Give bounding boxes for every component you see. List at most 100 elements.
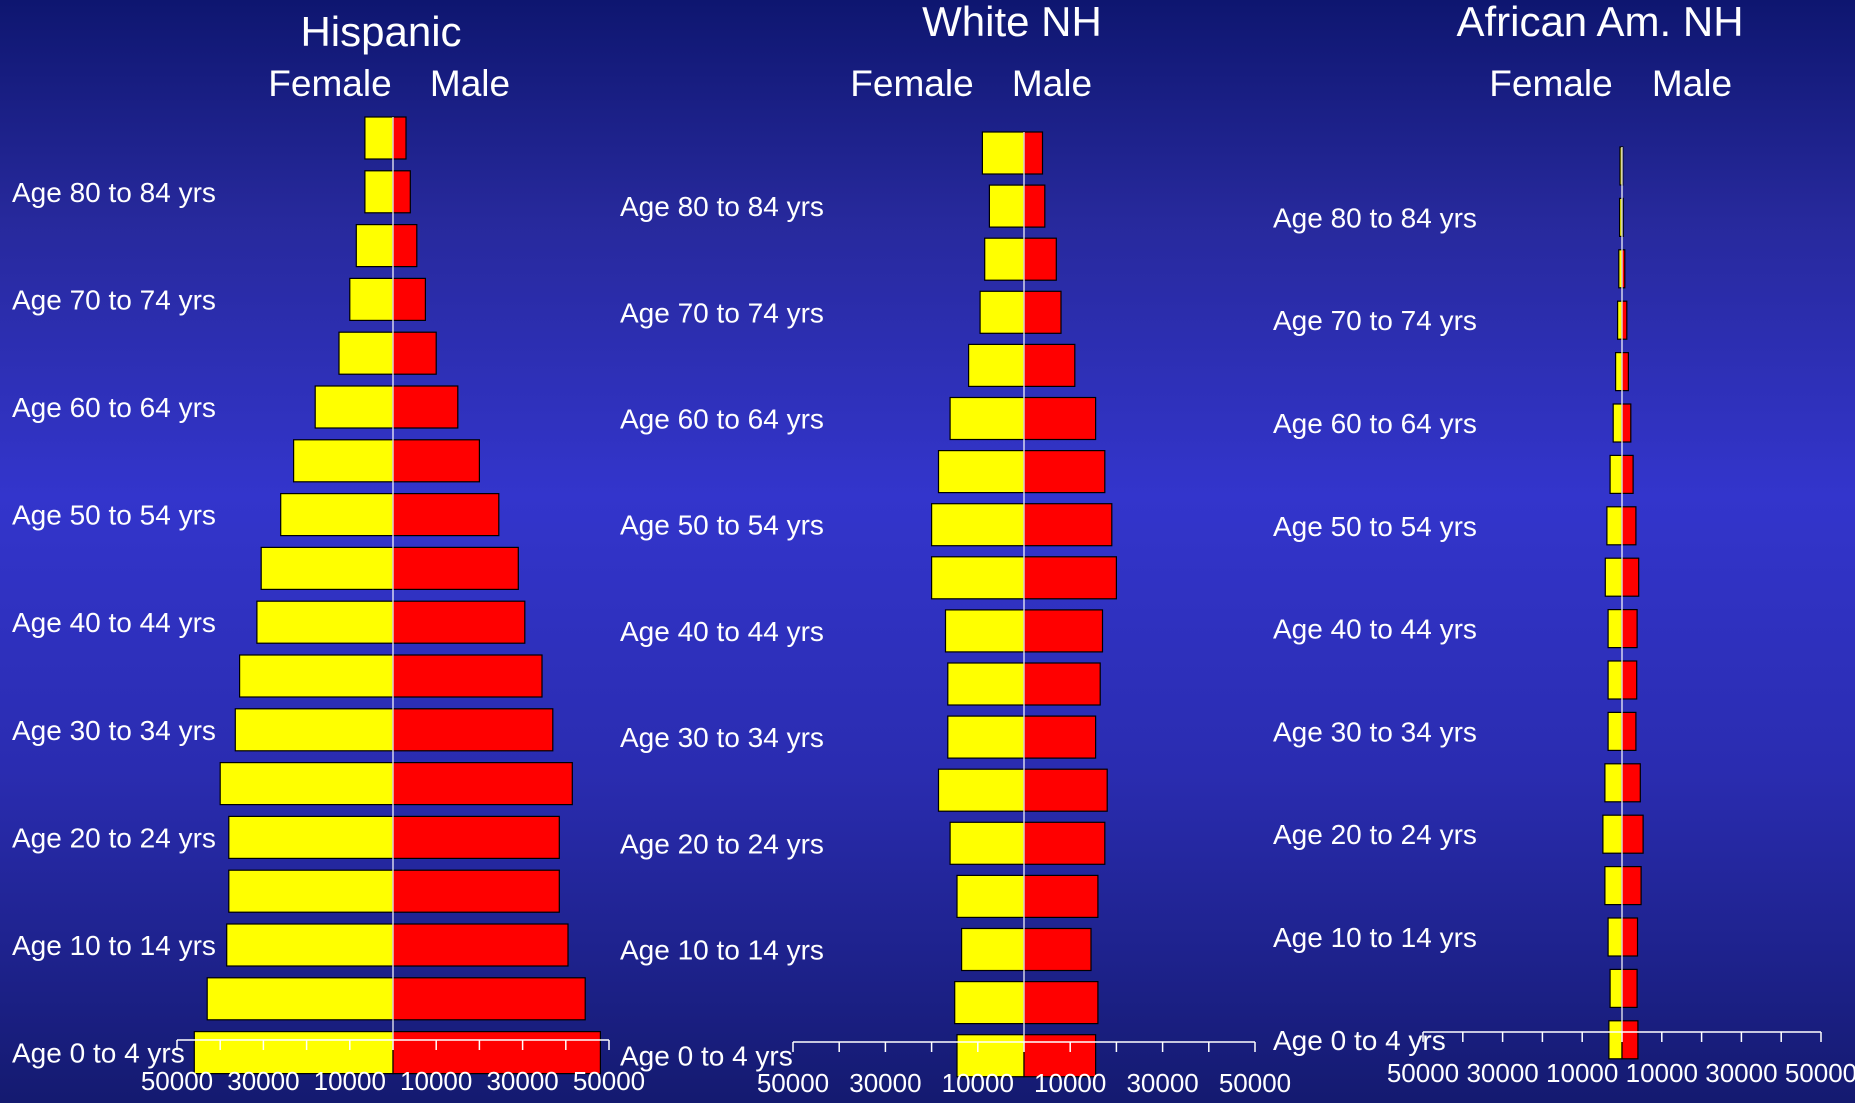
hispanic-female-bar <box>228 869 394 913</box>
african-am-nh-tick-label: 50000 <box>1785 1058 1855 1088</box>
hispanic-age-label: Age 0 to 4 yrs <box>12 1038 185 1069</box>
hispanic-age-label: Age 30 to 34 yrs <box>12 715 216 746</box>
white-nh-age-label: Age 70 to 74 yrs <box>620 297 824 328</box>
white-nh-male-bar <box>1023 609 1104 653</box>
hispanic-female-bar <box>364 170 394 214</box>
african-am-nh-age-label: Age 20 to 24 yrs <box>1273 819 1477 850</box>
african-am-nh-x-axis: 50000 30000 10000 10000 30000 50000 <box>1387 147 1855 1088</box>
african-am-nh-female-bar <box>1608 1020 1623 1060</box>
hispanic-female-bar <box>355 224 394 268</box>
hispanic-male-bar <box>392 116 407 160</box>
african-am-nh-female-bar <box>1604 865 1623 906</box>
african-am-nh-male-bar <box>1621 557 1640 597</box>
hispanic-male-bar <box>392 977 586 1021</box>
african-am-nh-male-bar <box>1621 608 1638 649</box>
hispanic-male-bar <box>392 1030 601 1075</box>
african-am-nh-title: African Am. NH <box>1456 0 1743 45</box>
hispanic-male-bar <box>392 385 459 429</box>
hispanic-female-bar <box>293 439 394 483</box>
white-nh-female-bar <box>984 237 1025 281</box>
white-nh-male-bar <box>1023 396 1097 441</box>
african-am-nh-male-bar <box>1621 403 1632 443</box>
hispanic-male-bar <box>392 654 543 698</box>
hispanic-male-bar <box>392 224 418 268</box>
white-nh-female-bar <box>944 609 1025 653</box>
white-nh-male-bar <box>1023 980 1099 1025</box>
african-am-nh-male-bar <box>1621 968 1638 1009</box>
african-am-nh-female-bar <box>1604 557 1623 597</box>
white-nh-male-bar <box>1023 184 1046 228</box>
african-am-nh-male-bar <box>1621 352 1630 392</box>
african-am-nh-age-label: Age 40 to 44 yrs <box>1273 614 1477 645</box>
hispanic-male-bar <box>392 869 560 913</box>
white-nh-male-bar <box>1023 715 1097 759</box>
african-am-nh-age-labels: Age 0 to 4 yrs Age 10 to 14 yrs Age 20 to … <box>1273 202 1477 1055</box>
hispanic-tick-label: 50000 <box>573 1066 645 1096</box>
hispanic-female-bar <box>338 331 394 375</box>
hispanic-female-bar <box>206 977 394 1021</box>
hispanic-male-bar <box>392 815 560 860</box>
white-nh-male-bar <box>1023 131 1044 175</box>
white-nh-age-label: Age 40 to 44 yrs <box>620 616 824 647</box>
white-nh-tick-label: 10000 <box>1034 1068 1106 1098</box>
white-nh-female-bar <box>947 715 1025 759</box>
white-nh-female-bar <box>960 927 1025 972</box>
white-nh-female-bar <box>967 343 1025 387</box>
white-nh-tick-label: 10000 <box>942 1068 1014 1098</box>
white-nh-male-bar <box>1023 821 1106 865</box>
hispanic-tick-label: 10000 <box>400 1066 472 1096</box>
african-am-nh-tick-label: 50000 <box>1387 1058 1459 1088</box>
african-am-nh-age-label: Age 10 to 14 yrs <box>1273 922 1477 953</box>
hispanic-title: Hispanic <box>300 8 461 55</box>
african-am-nh-female-bar <box>1612 403 1623 443</box>
white-nh-female-label: Female <box>850 63 973 104</box>
african-am-nh-age-label: Age 50 to 54 yrs <box>1273 511 1477 542</box>
white-nh-age-label: Age 10 to 14 yrs <box>620 935 824 966</box>
hispanic-female-label: Female <box>268 63 391 104</box>
white-nh-female-bar <box>988 184 1025 228</box>
african-am-nh-female-bar <box>1616 300 1623 340</box>
african-am-nh-female-bar <box>1606 506 1623 546</box>
white-nh-female-bar <box>930 503 1025 547</box>
african-am-nh-male-bar <box>1621 917 1639 957</box>
african-am-nh-female-bar <box>1602 814 1623 854</box>
white-nh-pyramid: White NH Female Male 50000 30000 10000 1000… <box>620 0 1291 1098</box>
african-am-nh-female-bar <box>1607 711 1623 752</box>
white-nh-age-label: Age 50 to 54 yrs <box>620 510 824 541</box>
white-nh-female-bar <box>956 874 1025 919</box>
white-nh-male-bar <box>1023 927 1092 972</box>
white-nh-age-label: Age 60 to 64 yrs <box>620 404 824 435</box>
hispanic-female-bar <box>219 761 394 806</box>
hispanic-male-label: Male <box>430 63 510 104</box>
white-nh-male-bar <box>1023 290 1062 334</box>
african-am-nh-female-bar <box>1604 763 1623 803</box>
african-am-nh-male-bar <box>1621 711 1637 752</box>
hispanic-female-bar <box>234 708 394 752</box>
hispanic-tick-label: 50000 <box>141 1066 213 1096</box>
white-nh-female-bar <box>947 662 1025 706</box>
african-am-nh-tick-label: 10000 <box>1626 1058 1698 1088</box>
white-nh-female-bar <box>937 768 1025 812</box>
hispanic-age-label: Age 60 to 64 yrs <box>12 392 216 423</box>
white-nh-female-bar <box>981 131 1025 175</box>
african-am-nh-male-bar <box>1621 1020 1639 1060</box>
hispanic-male-bar <box>392 493 500 537</box>
hispanic-bars <box>193 116 601 1075</box>
white-nh-male-bar <box>1023 237 1057 281</box>
hispanic-male-bar <box>392 170 411 214</box>
white-nh-male-label: Male <box>1012 63 1092 104</box>
white-nh-tick-label: 50000 <box>757 1068 829 1098</box>
african-am-nh-tick-label: 30000 <box>1705 1058 1777 1088</box>
hispanic-male-bar <box>392 600 526 644</box>
white-nh-female-bar <box>979 290 1025 334</box>
hispanic-male-bar <box>392 546 519 591</box>
white-nh-age-label: Age 0 to 4 yrs <box>620 1041 793 1072</box>
white-nh-age-label: Age 20 to 24 yrs <box>620 828 824 859</box>
hispanic-age-label: Age 50 to 54 yrs <box>12 500 216 531</box>
white-nh-male-bar <box>1023 768 1108 812</box>
african-am-nh-female-bar <box>1607 917 1623 957</box>
african-am-nh-bars <box>1602 146 1644 1060</box>
african-am-nh-female-bar <box>1609 968 1623 1009</box>
african-am-nh-age-label: Age 30 to 34 yrs <box>1273 716 1477 747</box>
